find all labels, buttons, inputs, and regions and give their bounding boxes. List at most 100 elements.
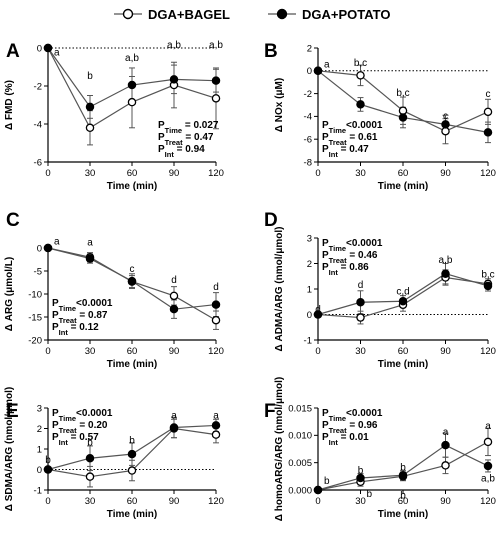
significance-label: a,b: [125, 53, 139, 64]
legend-item-potato: DGA+POTATO: [268, 7, 390, 22]
stat-line: PTime<0.0001: [322, 120, 383, 135]
y-tick-label: -1: [304, 335, 312, 346]
y-tick-label: 0.005: [288, 458, 312, 469]
significance-label: d: [213, 282, 219, 293]
legend-label-potato: DGA+POTATO: [302, 7, 390, 22]
y-tick-label: -10: [28, 289, 42, 300]
x-tick-label: 0: [315, 168, 320, 179]
data-point-bagel: [441, 461, 450, 470]
significance-label: b,c: [481, 270, 494, 281]
data-point-potato: [356, 298, 365, 307]
significance-label: c: [486, 89, 491, 100]
x-tick-label: 30: [85, 168, 96, 179]
y-axis-label: Δ NOx (μM): [274, 78, 285, 132]
x-tick-label: 60: [398, 346, 409, 357]
y-tick-label: -5: [34, 266, 42, 277]
data-point-potato: [169, 304, 179, 314]
significance-label: a: [324, 59, 330, 70]
significance-label: c: [130, 264, 135, 275]
y-axis-label: Δ FMD (%): [4, 80, 15, 130]
stat-line: PInt = 0.12: [52, 322, 99, 337]
data-point-bagel: [169, 291, 179, 301]
x-tick-label: 30: [85, 496, 96, 507]
stat-line: PTreat = 0.96: [322, 420, 378, 435]
y-tick-label: -20: [28, 335, 42, 346]
stat-line: PInt = 0.94: [158, 144, 205, 159]
x-axis-label: Time (min): [378, 359, 428, 370]
chart-legend: DGA+BAGEL DGA+POTATO: [114, 7, 390, 22]
stat-line: PInt = 0.01: [322, 432, 369, 447]
x-tick-label: 60: [127, 168, 138, 179]
data-point-bagel: [127, 97, 137, 107]
significance-label: b: [400, 490, 406, 501]
significance-label: a: [87, 238, 93, 249]
significance-label: b: [87, 71, 93, 82]
data-point-potato: [127, 449, 137, 459]
stat-line: PTime = 0.027: [158, 120, 219, 135]
panel-letter: F: [264, 401, 276, 422]
data-point-potato: [356, 100, 365, 109]
x-tick-label: 120: [208, 496, 224, 507]
legend-item-bagel: DGA+BAGEL: [114, 7, 230, 22]
significance-label: a: [443, 427, 449, 438]
significance-label: d: [358, 280, 364, 291]
data-point-potato: [211, 76, 221, 85]
panel-letter: E: [6, 401, 19, 422]
stat-line: PTreat = 0.46: [322, 250, 378, 265]
data-point-potato: [43, 243, 53, 253]
y-tick-label: 0: [37, 43, 42, 54]
y-tick-label: 2: [307, 259, 312, 270]
significance-label: b: [367, 489, 373, 500]
data-point-bagel: [398, 106, 408, 115]
panel-letter: C: [6, 210, 20, 231]
significance-label: b: [400, 463, 406, 474]
data-point-potato: [85, 453, 95, 463]
y-tick-label: 0.000: [288, 485, 312, 496]
significance-label: b: [45, 455, 51, 466]
x-tick-label: 30: [85, 346, 96, 357]
data-point-potato: [313, 310, 323, 319]
stat-line: PTime<0.0001: [52, 298, 113, 313]
data-point-potato: [398, 296, 408, 306]
significance-label: b: [324, 476, 330, 487]
legend-marker-filled: [276, 8, 288, 20]
significance-label: b: [129, 435, 135, 446]
data-point-bagel: [85, 472, 95, 481]
significance-label: b,c: [396, 88, 409, 99]
significance-label: a,b: [439, 255, 453, 266]
y-tick-label: 2: [307, 43, 312, 54]
x-tick-label: 90: [440, 346, 451, 357]
x-tick-label: 30: [355, 168, 366, 179]
significance-label: b: [87, 437, 93, 448]
y-tick-label: 0: [307, 66, 312, 77]
x-tick-label: 120: [480, 168, 496, 179]
data-point-potato: [398, 113, 408, 122]
y-tick-label: 0.010: [288, 431, 312, 442]
data-point-potato: [85, 254, 95, 263]
data-point-potato: [398, 470, 408, 480]
y-tick-label: -1: [34, 485, 42, 496]
y-tick-label: 0: [37, 243, 42, 254]
data-point-potato: [85, 102, 95, 112]
x-tick-label: 0: [315, 346, 320, 357]
significance-label: a: [54, 237, 60, 248]
x-tick-label: 90: [169, 496, 180, 507]
stat-line: PInt = 0.57: [52, 432, 99, 447]
stat-line: PTime<0.0001: [322, 408, 383, 423]
y-tick-label: 3: [37, 403, 42, 414]
legend-marker-open: [122, 8, 134, 20]
y-axis-label: Δ homoARG/ARG (nmol/μmol): [274, 377, 285, 521]
x-axis-label: Time (min): [107, 509, 157, 520]
data-point-potato: [313, 66, 323, 76]
data-point-potato: [483, 281, 493, 291]
x-tick-label: 90: [440, 168, 451, 179]
data-point-potato: [356, 473, 365, 483]
x-tick-label: 120: [208, 168, 224, 179]
stat-line: PTime<0.0001: [52, 408, 113, 423]
y-tick-label: 1: [37, 444, 42, 455]
data-point-potato: [441, 269, 450, 278]
